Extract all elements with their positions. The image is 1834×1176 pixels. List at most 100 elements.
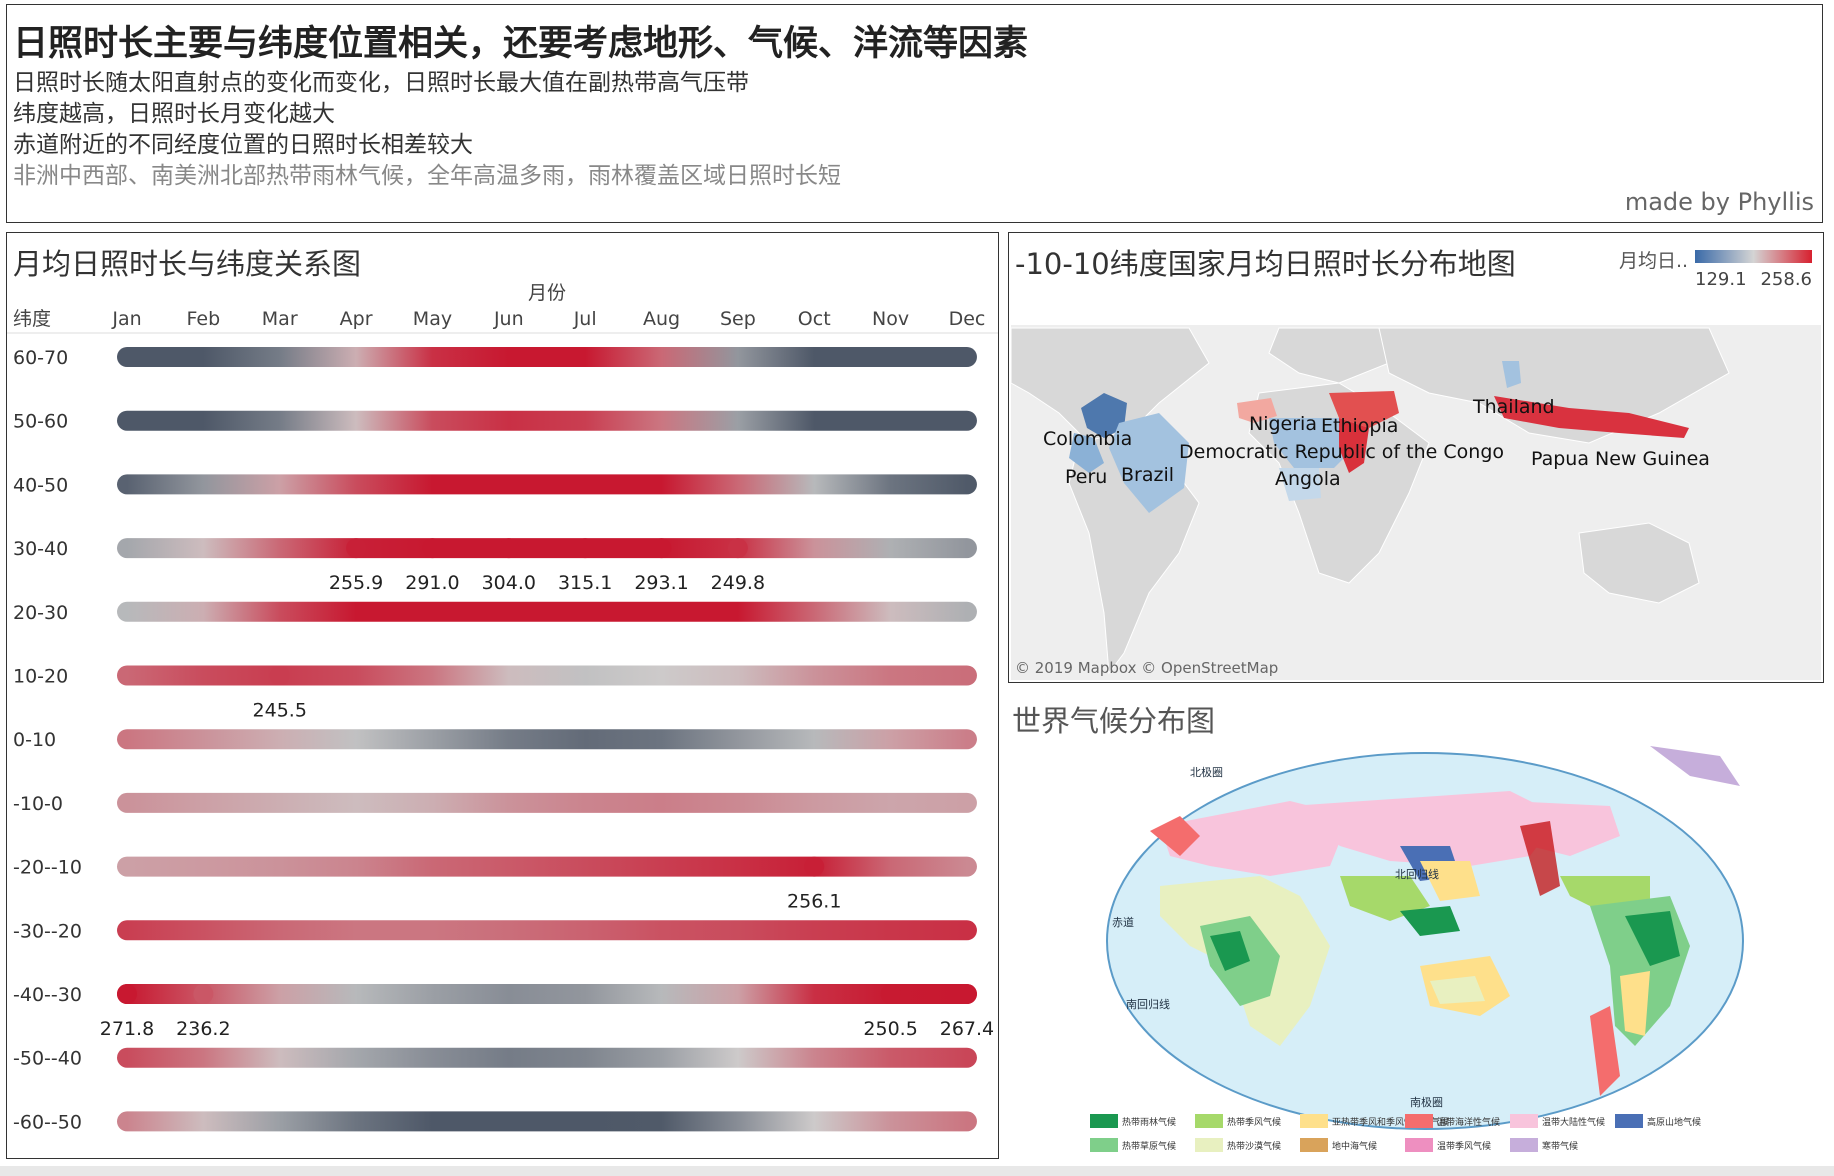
x-tick-label: May xyxy=(413,308,452,330)
map-legend-gradient xyxy=(1695,250,1812,263)
summary-line-3: 赤道附近的不同经度位置的日照时长相差较大 xyxy=(13,132,473,158)
data-point xyxy=(727,538,748,559)
map-title: -10-10纬度国家月均日照时长分布地图 xyxy=(1015,247,1516,281)
data-point xyxy=(956,984,977,1004)
data-label: 256.1 xyxy=(787,891,841,913)
data-label: 293.1 xyxy=(634,572,688,594)
data-point xyxy=(193,984,214,1004)
data-label: 236.2 xyxy=(176,1018,230,1040)
map-region-east-africa xyxy=(1339,418,1369,473)
label-equator: 赤道 xyxy=(1112,915,1134,929)
world-climate-map: 北极圈 北回归线 赤道 南回归线 南极圈 热带雨林气候 热带季风气候 亚热带季风和季… xyxy=(1090,746,1744,1152)
label-tropic-cancer: 北回归线 xyxy=(1395,867,1439,881)
y-tick-label: 30-40 xyxy=(13,538,68,560)
climate-legend-label: 热带雨林气候 xyxy=(1122,1116,1176,1128)
data-point xyxy=(804,856,825,877)
data-point xyxy=(117,984,137,1004)
label-ethiopia: Ethiopia xyxy=(1321,415,1398,437)
climate-legend-label: 温带季风气候 xyxy=(1437,1140,1491,1152)
data-label: 271.8 xyxy=(100,1018,154,1040)
label-brazil: Brazil xyxy=(1121,464,1174,486)
y-tick-label: -30--20 xyxy=(13,920,82,942)
data-label: 245.5 xyxy=(253,700,307,722)
map-region-nigeria xyxy=(1237,398,1277,423)
y-tick-label: -60--50 xyxy=(13,1111,82,1133)
x-tick-label: Oct xyxy=(798,308,831,330)
climate-legend-label: 温带海洋性气候 xyxy=(1437,1116,1500,1128)
map-colored-countries xyxy=(1069,361,1689,513)
x-tick-label: Jan xyxy=(111,308,141,330)
map-region-ethiopia xyxy=(1329,391,1399,428)
y-tick-label: -20--10 xyxy=(13,857,82,879)
data-point xyxy=(575,538,596,559)
label-arctic-circle: 北极圈 xyxy=(1190,765,1223,779)
map-legend-title: 月均日.. xyxy=(1619,250,1688,272)
y-tick-label: 40-50 xyxy=(13,474,68,496)
chart-title: 月均日照时长与纬度关系图 xyxy=(13,247,362,281)
label-angola: Angola xyxy=(1275,468,1341,490)
y-tick-label: 20-30 xyxy=(13,602,68,624)
climate-legend-swatch xyxy=(1615,1114,1643,1128)
summary-line-2: 纬度越高，日照时长月变化越大 xyxy=(13,101,335,127)
x-tick-label: Mar xyxy=(262,308,298,330)
x-tick-label: Aug xyxy=(643,308,680,330)
y-tick-label: -50--40 xyxy=(13,1048,82,1070)
summary-line-4: 非洲中西部、南美洲北部热带雨林气候，全年高温多雨，雨林覆盖区域日照时长短 xyxy=(13,163,841,189)
climate-legend-swatch xyxy=(1405,1138,1433,1152)
climate-legend-label: 热带沙漠气候 xyxy=(1227,1140,1281,1152)
climate-map-labels: 北极圈 北回归线 赤道 南回归线 南极圈 xyxy=(1112,765,1443,1109)
climate-legend-swatch xyxy=(1405,1114,1433,1128)
map-region-brazil xyxy=(1109,413,1189,513)
map-country-labels: Colombia Brazil Peru Nigeria Ethiopia De… xyxy=(1043,396,1710,490)
data-label: 255.9 xyxy=(329,572,383,594)
data-label: 250.5 xyxy=(863,1018,917,1040)
y-tick-label: 60-70 xyxy=(13,347,68,369)
climate-legend-swatch xyxy=(1090,1138,1118,1152)
label-nigeria: Nigeria xyxy=(1249,413,1317,435)
data-label: 249.8 xyxy=(711,572,765,594)
climate-map-land xyxy=(1150,746,1740,1096)
equatorial-map-panel: -10-10纬度国家月均日照时长分布地图 月均日.. 129.1 258.6 xyxy=(1008,232,1824,683)
map-region-drc xyxy=(1269,418,1354,468)
data-point xyxy=(269,665,290,686)
y-tick-label: 10-20 xyxy=(13,666,68,688)
x-tick-label: Jul xyxy=(573,308,597,330)
climate-map-title: 世界气候分布图 xyxy=(1012,704,1216,738)
x-tick-label: Apr xyxy=(340,308,373,330)
summary-line-1: 日照时长随太阳直射点的变化而变化，日照时长最大值在副热带高气压带 xyxy=(13,70,749,96)
climate-legend-swatch xyxy=(1300,1138,1328,1152)
map-legend-max: 258.6 xyxy=(1760,269,1812,290)
label-colombia: Colombia xyxy=(1043,428,1132,450)
data-point xyxy=(880,984,901,1004)
data-point xyxy=(422,538,443,559)
label-tropic-capricorn: 南回归线 xyxy=(1126,997,1170,1011)
climate-legend-swatch xyxy=(1090,1114,1118,1128)
label-drc: Democratic Republic of the Congo xyxy=(1179,441,1504,463)
data-label: 304.0 xyxy=(482,572,536,594)
climate-legend-label: 高原山地气候 xyxy=(1647,1116,1701,1128)
x-axis-title: 月份 xyxy=(528,282,566,304)
x-tick-label: Nov xyxy=(872,308,909,330)
climate-legend-swatch xyxy=(1195,1138,1223,1152)
x-tick-label: Dec xyxy=(949,308,986,330)
label-papua-new-guinea: Papua New Guinea xyxy=(1531,448,1710,470)
climate-legend-label: 地中海气候 xyxy=(1332,1140,1377,1152)
y-tick-label: -10-0 xyxy=(13,793,63,815)
status-bar xyxy=(0,1166,1834,1176)
map-region-angola xyxy=(1279,468,1321,501)
label-thailand: Thailand xyxy=(1472,396,1555,418)
data-label: 267.4 xyxy=(940,1018,994,1040)
label-antarctic-circle: 南极圈 xyxy=(1410,1095,1443,1109)
data-point xyxy=(498,538,519,559)
data-point xyxy=(651,538,672,559)
data-point xyxy=(346,538,367,559)
climate-legend-swatch xyxy=(1510,1138,1538,1152)
equatorial-countries-map: 月均日.. 129.1 258.6 xyxy=(1010,250,1821,680)
y-tick-label: -40--30 xyxy=(13,984,82,1006)
data-label: 291.0 xyxy=(405,572,459,594)
x-tick-label: Jun xyxy=(493,308,524,330)
climate-legend-label: 寒带气候 xyxy=(1542,1140,1578,1152)
climate-legend-label: 热带草原气候 xyxy=(1122,1140,1176,1152)
y-tick-label: 0-10 xyxy=(13,729,56,751)
